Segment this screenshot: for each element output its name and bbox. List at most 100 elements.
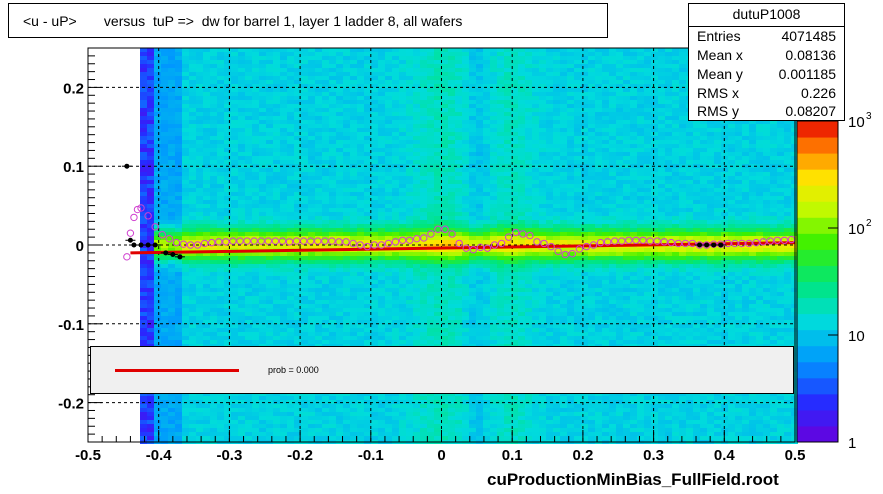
y-tick-label: 0 — [76, 238, 84, 255]
colorbar-segment — [797, 313, 838, 331]
mean-marker — [137, 204, 145, 212]
colorbar-segment — [797, 185, 838, 202]
mean-marker — [625, 236, 633, 244]
colorbar-label: 10 — [848, 221, 865, 238]
legend-box: prob = 0.000 — [90, 346, 794, 394]
mean-marker — [250, 237, 258, 245]
mean-marker — [356, 241, 364, 249]
mean-marker — [186, 241, 195, 249]
mean-marker — [540, 239, 548, 248]
mean-marker — [483, 244, 492, 252]
stats-divider — [689, 26, 844, 27]
mean-marker — [611, 237, 619, 245]
mean-marker — [328, 237, 336, 245]
mean-marker — [462, 244, 470, 252]
profile-point — [131, 242, 137, 248]
mean-marker — [632, 236, 640, 244]
colorbar-segment — [797, 137, 838, 154]
mean-marker — [391, 238, 400, 246]
mean-marker — [759, 238, 767, 246]
mean-marker — [476, 243, 485, 252]
mean-marker — [526, 231, 534, 240]
mean-marker — [363, 242, 371, 251]
colorbar-segment — [797, 265, 838, 282]
mean-marker — [533, 238, 541, 246]
stats-value: 0.226 — [800, 85, 836, 101]
y-tick-label: -0.2 — [58, 396, 84, 413]
x-tick-label: 0.4 — [714, 447, 736, 464]
mean-marker — [151, 223, 159, 231]
profile-point — [697, 242, 703, 248]
mean-marker — [745, 239, 753, 248]
mean-marker — [349, 239, 357, 248]
mean-marker — [413, 234, 421, 243]
stats-name: dutuP1008 — [732, 6, 801, 22]
stats-value: 0.08136 — [785, 47, 836, 63]
profile-point — [718, 242, 724, 248]
mean-markers — [123, 204, 796, 261]
profile-point — [124, 163, 130, 169]
stats-key: Entries — [697, 28, 741, 44]
stats-row-mean-y: Mean y 0.001185 — [697, 66, 836, 84]
mean-marker — [512, 228, 520, 237]
mean-marker — [200, 239, 209, 248]
colorbar-exponent: 2 — [866, 218, 872, 229]
colorbar-border — [796, 120, 839, 443]
mean-marker — [603, 238, 612, 246]
legend-line-sample — [115, 369, 239, 372]
x-tick-label: 0.1 — [502, 447, 523, 464]
stats-row-mean-x: Mean x 0.08136 — [697, 47, 836, 65]
mean-marker — [589, 241, 598, 249]
title-box: <u - uP> versus tuP => dw for barrel 1, … — [8, 3, 608, 38]
x-tick-label: -0.3 — [216, 447, 242, 464]
profile-point — [127, 237, 133, 243]
mean-marker — [660, 238, 668, 246]
profile-point — [177, 254, 183, 260]
colorbar-label: 1 — [848, 435, 856, 452]
mean-marker — [688, 239, 697, 248]
profile-point — [163, 250, 169, 256]
colorbar-segment — [797, 361, 838, 379]
mean-marker — [434, 225, 442, 233]
mean-marker — [667, 238, 675, 247]
profile-points — [121, 163, 726, 260]
mean-marker — [179, 240, 188, 248]
x-axis: -0.5 -0.4 -0.3 -0.2 -0.1 0 0.1 0.2 0.3 0.4 0.5 — [75, 430, 805, 464]
x-tick-label: -0.2 — [287, 447, 313, 464]
mean-marker — [321, 237, 329, 245]
colorbar-segment — [797, 249, 838, 266]
mean-marker — [490, 241, 499, 249]
mean-marker — [639, 236, 647, 244]
profile-point — [704, 242, 710, 248]
mean-marker — [469, 246, 478, 254]
colorbar-segment — [797, 297, 838, 315]
colorbar-segment — [797, 377, 838, 395]
colorbar-segment — [797, 169, 838, 186]
x-tick-label: 0.3 — [643, 447, 664, 464]
stats-value: 0.08207 — [785, 103, 836, 119]
mean-marker — [561, 250, 569, 259]
mean-marker — [448, 230, 456, 238]
mean-marker — [229, 237, 237, 245]
x-tick-label: 0 — [437, 447, 445, 464]
stats-key: Mean x — [697, 47, 743, 63]
stats-row-rms-x: RMS x 0.226 — [697, 85, 836, 103]
mean-marker — [243, 237, 251, 245]
file-name-label: cuProductionMinBias_FullField.root — [487, 470, 779, 489]
colorbar-segment — [797, 345, 838, 363]
mean-marker — [674, 239, 683, 248]
mean-marker — [681, 239, 690, 248]
mean-marker — [582, 242, 591, 251]
mean-marker — [172, 238, 181, 247]
colorbar-segment — [797, 329, 838, 347]
mean-marker — [144, 212, 152, 220]
colorbar-segment — [797, 217, 838, 234]
profile-point — [152, 242, 158, 248]
x-tick-label: -0.4 — [146, 447, 173, 464]
mean-marker — [342, 238, 350, 246]
legend-text: prob = 0.000 — [268, 365, 319, 375]
mean-marker — [420, 234, 428, 242]
colorbar-segment — [797, 425, 838, 443]
mean-marker — [752, 238, 760, 247]
